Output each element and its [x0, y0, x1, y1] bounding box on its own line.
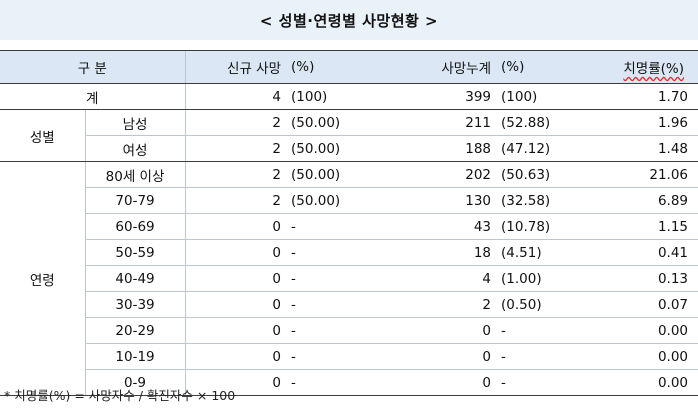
header-fatality-rate-text: 치명률(%) [623, 61, 685, 77]
death-status-table: 구 분 신규 사망 (%) 사망누계 (%) 치명률(%) 계 4 (100) … [0, 50, 698, 396]
new-deaths-cell: 0 [184, 213, 286, 240]
table-row: 여성 2 (50.00) 188 (47.12) 1.48 [0, 135, 698, 162]
total-deaths-cell: 399 [400, 83, 496, 110]
row-label: 10-19 [84, 343, 186, 370]
header-new-pct: (%) [285, 50, 401, 84]
row-label: 50-59 [84, 239, 186, 266]
fatality-rate-cell: 1.48 [590, 135, 698, 162]
table-row: 60-69 0 - 43 (10.78) 1.15 [0, 213, 698, 240]
table-row: 0-9 0 - 0 - 0.00 [0, 369, 698, 396]
total-pct-cell: - [495, 369, 591, 396]
header-category: 구 분 [0, 50, 186, 84]
row-label: 30-39 [84, 291, 186, 318]
new-pct-cell: (50.00) [285, 161, 401, 188]
table-title-bar: < 성별·연령별 사망현황 > [0, 0, 698, 40]
fatality-rate-cell: 1.96 [590, 109, 698, 136]
total-deaths-cell: 211 [400, 109, 496, 136]
fatality-rate-cell: 0.00 [590, 369, 698, 396]
new-deaths-cell: 4 [184, 83, 286, 110]
total-deaths-cell: 4 [400, 265, 496, 292]
total-pct-cell: (1.00) [495, 265, 591, 292]
header-total-pct: (%) [495, 50, 591, 84]
total-pct-cell: (10.78) [495, 213, 591, 240]
total-deaths-cell: 0 [400, 317, 496, 344]
table-row: 30-39 0 - 2 (0.50) 0.07 [0, 291, 698, 318]
total-deaths-cell: 43 [400, 213, 496, 240]
new-deaths-cell: 0 [184, 265, 286, 292]
fatality-rate-cell: 21.06 [590, 161, 698, 188]
row-label: 40-49 [84, 265, 186, 292]
fatality-rate-cell: 6.89 [590, 187, 698, 214]
total-pct-cell: (50.63) [495, 161, 591, 188]
new-deaths-cell: 2 [184, 135, 286, 162]
header-fatality-rate: 치명률(%) [590, 50, 698, 84]
total-pct-cell: (4.51) [495, 239, 591, 266]
new-pct-cell: (50.00) [285, 187, 401, 214]
row-label: 여성 [84, 135, 186, 162]
total-deaths-cell: 130 [400, 187, 496, 214]
new-deaths-cell: 0 [184, 239, 286, 266]
new-deaths-cell: 2 [184, 187, 286, 214]
new-pct-cell: (100) [285, 83, 401, 110]
total-deaths-cell: 188 [400, 135, 496, 162]
table-row-total: 계 4 (100) 399 (100) 1.70 [0, 83, 698, 110]
new-pct-cell: - [285, 265, 401, 292]
table-title: < 성별·연령별 사망현황 > [259, 11, 439, 30]
fatality-rate-cell: 0.00 [590, 317, 698, 344]
new-pct-cell: - [285, 239, 401, 266]
total-deaths-cell: 202 [400, 161, 496, 188]
table-row: 40-49 0 - 4 (1.00) 0.13 [0, 265, 698, 292]
fatality-rate-cell: 0.07 [590, 291, 698, 318]
row-label: 남성 [84, 109, 186, 136]
new-deaths-cell: 2 [184, 109, 286, 136]
new-pct-cell: - [285, 343, 401, 370]
fatality-rate-cell: 0.00 [590, 343, 698, 370]
header-new-deaths: 신규 사망 [184, 50, 286, 84]
row-label: 80세 이상 [84, 161, 186, 188]
table-row: 50-59 0 - 18 (4.51) 0.41 [0, 239, 698, 266]
row-label: 60-69 [84, 213, 186, 240]
row-label: 70-79 [84, 187, 186, 214]
new-pct-cell: (50.00) [285, 135, 401, 162]
table-row: 20-29 0 - 0 - 0.00 [0, 317, 698, 344]
footnote: * 치명률(%) = 사망자수 / 확진자수 × 100 [4, 388, 236, 403]
total-pct-cell: (32.58) [495, 187, 591, 214]
new-pct-cell: - [285, 291, 401, 318]
row-label: 20-29 [84, 317, 186, 344]
total-pct-cell: (47.12) [495, 135, 591, 162]
row-label: 계 [0, 83, 186, 110]
table-row: 성별 남성 2 (50.00) 211 (52.88) 1.96 [0, 109, 698, 162]
total-deaths-cell: 2 [400, 291, 496, 318]
new-pct-cell: - [285, 369, 401, 396]
table-row: 10-19 0 - 0 - 0.00 [0, 343, 698, 370]
row-label: 0-9 [84, 369, 186, 396]
group-label-age: 연령 [0, 161, 85, 396]
header-row: 구 분 신규 사망 (%) 사망누계 (%) 치명률(%) [0, 50, 698, 84]
new-deaths-cell: 2 [184, 161, 286, 188]
group-label-sex: 성별 [0, 109, 85, 162]
total-deaths-cell: 0 [400, 369, 496, 396]
fatality-rate-cell: 1.70 [590, 83, 698, 110]
fatality-rate-cell: 0.13 [590, 265, 698, 292]
total-deaths-cell: 0 [400, 343, 496, 370]
new-deaths-cell: 0 [184, 317, 286, 344]
total-pct-cell: (100) [495, 83, 591, 110]
total-pct-cell: - [495, 343, 591, 370]
new-pct-cell: - [285, 213, 401, 240]
new-deaths-cell: 0 [184, 343, 286, 370]
table-row: 70-79 2 (50.00) 130 (32.58) 6.89 [0, 187, 698, 214]
table-row: 연령 80세 이상 2 (50.00) 202 (50.63) 21.06 [0, 161, 698, 396]
new-pct-cell: (50.00) [285, 109, 401, 136]
fatality-rate-cell: 1.15 [590, 213, 698, 240]
total-pct-cell: (0.50) [495, 291, 591, 318]
fatality-rate-cell: 0.41 [590, 239, 698, 266]
new-deaths-cell: 0 [184, 291, 286, 318]
new-deaths-cell: 0 [184, 369, 286, 396]
total-pct-cell: (52.88) [495, 109, 591, 136]
total-pct-cell: - [495, 317, 591, 344]
new-pct-cell: - [285, 317, 401, 344]
total-deaths-cell: 18 [400, 239, 496, 266]
header-total-deaths: 사망누계 [400, 50, 496, 84]
